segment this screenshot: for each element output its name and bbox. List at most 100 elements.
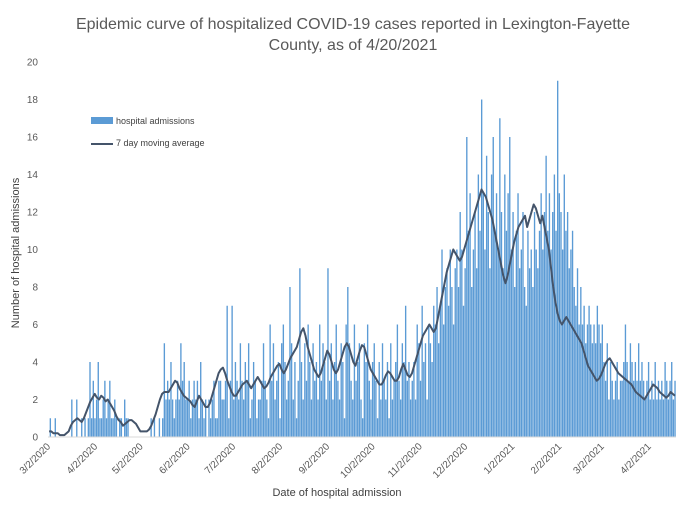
- admission-bar: [54, 418, 56, 437]
- admission-bar: [337, 380, 339, 437]
- admission-bar: [104, 380, 106, 437]
- admission-bar: [168, 399, 170, 437]
- admission-bar: [228, 418, 230, 437]
- y-tick-label: 2: [32, 395, 38, 406]
- admission-bar: [360, 399, 362, 437]
- admission-bar: [314, 380, 316, 437]
- admission-bar: [221, 399, 223, 437]
- admission-bar: [479, 230, 481, 437]
- admission-bar: [362, 418, 364, 437]
- admission-bar: [335, 324, 337, 437]
- admission-bar: [276, 380, 278, 437]
- admission-bar: [558, 193, 561, 437]
- admission-bar: [153, 418, 156, 437]
- admission-bar: [290, 343, 293, 437]
- admission-bar: [530, 249, 532, 437]
- admission-bar: [358, 343, 361, 437]
- admission-bar: [264, 380, 266, 437]
- admission-bar: [315, 362, 318, 437]
- admission-bar: [550, 249, 552, 437]
- x-tick-label: 3/2/2021: [571, 441, 607, 477]
- admission-bar: [626, 362, 628, 437]
- admission-bar: [378, 362, 380, 437]
- admission-bar: [246, 380, 248, 437]
- admission-bar: [441, 249, 443, 437]
- admission-bar: [485, 155, 488, 437]
- admission-bar: [107, 399, 109, 437]
- admission-bar: [183, 362, 185, 437]
- admission-bar: [489, 268, 491, 437]
- legend: hospital admissions 7 day moving average: [91, 116, 205, 148]
- admission-bar: [366, 324, 369, 437]
- x-tick-label: 9/2/2020: [297, 441, 333, 477]
- admission-bar: [442, 324, 445, 437]
- admission-bar: [285, 399, 288, 437]
- admission-bar: [495, 193, 498, 437]
- y-tick-label: 4: [32, 358, 38, 369]
- admission-bar: [672, 399, 675, 437]
- admission-bar: [198, 418, 200, 437]
- admission-bar: [476, 268, 478, 437]
- admission-bar: [413, 362, 415, 437]
- admission-bar: [352, 399, 354, 437]
- admission-bar: [451, 287, 453, 437]
- x-tick-label: 12/2/2020: [431, 441, 471, 481]
- legend-label-bars: hospital admissions: [116, 116, 195, 126]
- admission-bar: [466, 137, 468, 437]
- admission-bar: [499, 118, 501, 437]
- admission-bar: [282, 324, 285, 437]
- moving-average-line: [49, 188, 676, 437]
- admission-bar: [461, 249, 463, 437]
- admission-bar: [90, 418, 93, 437]
- admission-bar: [267, 418, 270, 437]
- admission-bar: [613, 399, 615, 437]
- admission-bar: [319, 324, 321, 437]
- admission-bar: [540, 193, 542, 437]
- admission-bar: [266, 399, 268, 437]
- admission-bar: [533, 212, 536, 437]
- admission-bar: [247, 343, 250, 437]
- admission-bar: [657, 380, 660, 437]
- admission-bar: [580, 287, 582, 437]
- admission-bar: [659, 399, 661, 437]
- x-tick-label: 4/2/2020: [65, 441, 101, 477]
- y-tick-label: 16: [27, 133, 39, 144]
- admission-bar: [99, 418, 101, 437]
- y-tick-label: 18: [27, 95, 39, 106]
- admission-bar: [380, 399, 382, 437]
- admission-bar: [528, 268, 531, 437]
- admission-bar: [621, 380, 623, 437]
- admission-bar: [381, 343, 384, 437]
- admission-bar: [484, 249, 486, 437]
- admission-bar: [477, 174, 480, 437]
- admission-bar: [173, 418, 175, 437]
- admission-bar: [439, 305, 442, 437]
- x-tick-label: 5/2/2020: [110, 441, 146, 477]
- admission-bar: [588, 305, 590, 437]
- admission-bar: [482, 193, 484, 437]
- admission-bar: [543, 212, 546, 437]
- admission-bar: [171, 399, 174, 437]
- admission-bar: [274, 399, 276, 437]
- admission-bar: [616, 362, 618, 437]
- admission-bar: [388, 418, 390, 437]
- admission-bar: [459, 212, 461, 437]
- admission-bar: [596, 305, 599, 437]
- admission-bar: [223, 399, 225, 437]
- admission-bar: [452, 324, 455, 437]
- admission-bar: [383, 380, 385, 437]
- y-axis-ticks: 0 2 4 6 8 10 12 14 16 18 20: [27, 58, 39, 444]
- admission-bar: [651, 380, 653, 437]
- admission-bar: [186, 399, 189, 437]
- chart-title-line-1: Epidemic curve of hospitalized COVID-19 …: [76, 16, 630, 33]
- admission-bar: [494, 230, 496, 437]
- admission-bar: [302, 399, 304, 437]
- admission-bar: [105, 418, 108, 437]
- admission-bar: [256, 418, 258, 437]
- legend-label-line: 7 day moving average: [116, 138, 205, 148]
- admission-bar: [406, 380, 408, 437]
- admission-bar: [84, 418, 86, 437]
- admission-bar: [176, 380, 179, 437]
